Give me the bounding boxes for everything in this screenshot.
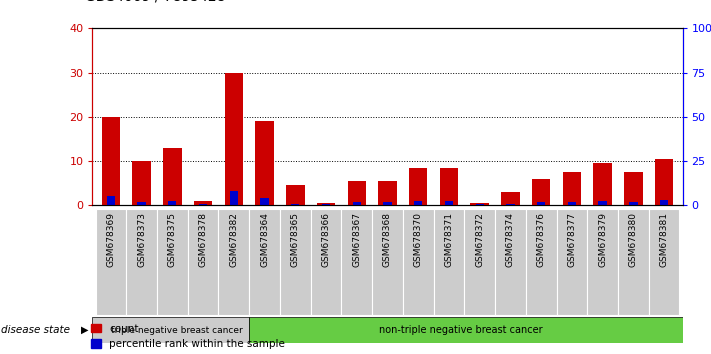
Bar	[322, 204, 330, 205]
Bar	[624, 172, 643, 205]
Bar	[311, 209, 341, 315]
Text: GSM678368: GSM678368	[383, 212, 392, 267]
Bar	[132, 161, 151, 205]
Text: disease state: disease state	[1, 325, 70, 335]
Text: non-triple negative breast cancer: non-triple negative breast cancer	[380, 325, 543, 335]
Text: GSM678369: GSM678369	[107, 212, 115, 267]
Legend: count, percentile rank within the sample: count, percentile rank within the sample	[90, 324, 285, 349]
Bar	[169, 201, 176, 205]
Bar	[445, 201, 453, 205]
Text: GSM678366: GSM678366	[321, 212, 331, 267]
Bar	[194, 201, 213, 205]
Bar	[506, 204, 515, 205]
Text: GSM678378: GSM678378	[198, 212, 208, 267]
Bar	[372, 209, 403, 315]
Bar	[495, 209, 526, 315]
Bar	[188, 209, 218, 315]
Text: GSM678376: GSM678376	[537, 212, 545, 267]
Bar	[618, 209, 648, 315]
Text: GSM678372: GSM678372	[475, 212, 484, 267]
Bar	[568, 202, 576, 205]
Bar	[163, 148, 181, 205]
Text: ▶: ▶	[81, 325, 89, 335]
Bar	[439, 168, 458, 205]
Text: GSM678380: GSM678380	[629, 212, 638, 267]
Text: GSM678367: GSM678367	[352, 212, 361, 267]
Bar	[594, 163, 612, 205]
Bar	[102, 117, 120, 205]
Bar	[249, 317, 683, 343]
Text: GDS4069 / 7895428: GDS4069 / 7895428	[85, 0, 226, 4]
Bar	[629, 202, 638, 205]
Bar	[587, 209, 618, 315]
Bar	[286, 185, 304, 205]
Bar	[317, 203, 336, 205]
Bar	[378, 181, 397, 205]
Bar	[532, 179, 550, 205]
Bar	[414, 201, 422, 205]
Bar	[107, 195, 115, 205]
Bar	[464, 209, 495, 315]
Bar	[434, 209, 464, 315]
Text: triple negative breast cancer: triple negative breast cancer	[111, 326, 243, 335]
Text: GSM678377: GSM678377	[567, 212, 577, 267]
Bar	[383, 202, 392, 205]
Text: GSM678375: GSM678375	[168, 212, 177, 267]
Bar	[409, 168, 427, 205]
Bar	[348, 181, 366, 205]
Bar	[95, 209, 127, 315]
Text: GSM678373: GSM678373	[137, 212, 146, 267]
Bar	[655, 159, 673, 205]
Bar	[291, 204, 299, 205]
Bar	[526, 209, 557, 315]
Bar	[255, 121, 274, 205]
Bar	[648, 209, 680, 315]
Bar	[225, 73, 243, 205]
Bar	[471, 203, 489, 205]
Bar	[127, 209, 157, 315]
Bar	[501, 192, 520, 205]
Text: GSM678379: GSM678379	[598, 212, 607, 267]
Bar	[403, 209, 434, 315]
Text: GSM678381: GSM678381	[660, 212, 668, 267]
Bar	[476, 204, 484, 205]
Text: GSM678374: GSM678374	[506, 212, 515, 267]
Bar	[341, 209, 372, 315]
Bar	[92, 317, 249, 343]
Bar	[137, 202, 146, 205]
Bar	[353, 202, 361, 205]
Bar	[557, 209, 587, 315]
Bar	[230, 191, 238, 205]
Bar	[280, 209, 311, 315]
Bar	[562, 172, 581, 205]
Bar	[537, 202, 545, 205]
Bar	[660, 200, 668, 205]
Text: GSM678382: GSM678382	[230, 212, 238, 267]
Text: GSM678371: GSM678371	[444, 212, 454, 267]
Bar	[157, 209, 188, 315]
Text: GSM678365: GSM678365	[291, 212, 300, 267]
Bar	[218, 209, 249, 315]
Bar	[260, 198, 269, 205]
Text: GSM678370: GSM678370	[414, 212, 423, 267]
Bar	[249, 209, 280, 315]
Bar	[599, 201, 606, 205]
Text: GSM678364: GSM678364	[260, 212, 269, 267]
